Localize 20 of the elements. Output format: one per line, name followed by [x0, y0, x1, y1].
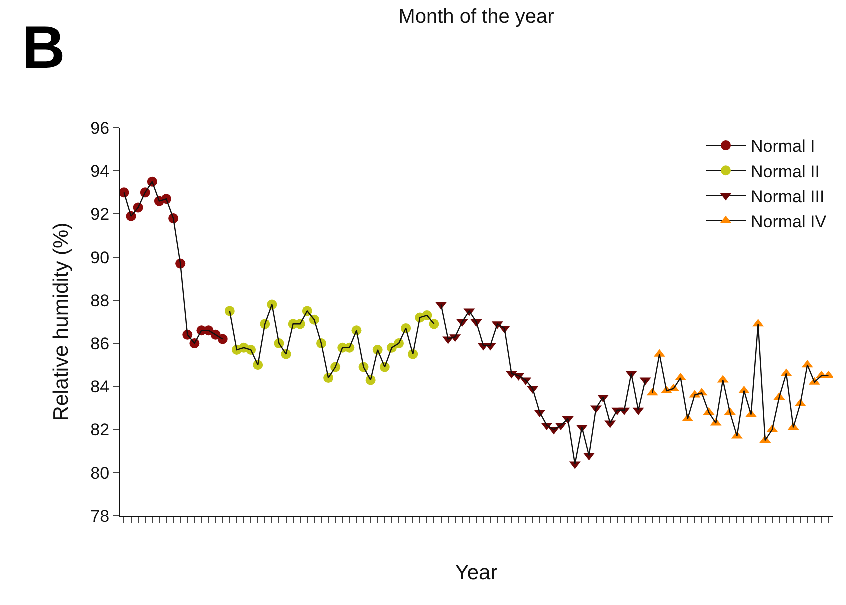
point [120, 188, 130, 198]
y-tick-label: 96 [90, 118, 110, 138]
y-tick-label: 80 [90, 464, 110, 483]
y-tick-label: 82 [90, 420, 110, 440]
y-tick-label: 84 [90, 378, 110, 397]
point [224, 306, 235, 316]
y-tick-label: 92 [90, 205, 110, 224]
y-axis-title: Relative humidity (%) [50, 222, 73, 422]
y-tick-label: 86 [90, 334, 110, 354]
y-tick-label: 94 [90, 162, 110, 182]
legend-label: Normal I [751, 137, 816, 156]
legend-label: Normal IV [751, 212, 828, 232]
legend-label: Normal III [751, 187, 825, 206]
chart-title: Month of the year [398, 6, 555, 28]
x-axis-title: Year [455, 562, 498, 585]
text: B [22, 14, 66, 81]
y-tick-label: 78 [90, 506, 110, 526]
y-tick-label: 90 [90, 248, 110, 268]
legend-label: Normal II [751, 162, 820, 182]
y-tick-label: 88 [90, 291, 110, 310]
